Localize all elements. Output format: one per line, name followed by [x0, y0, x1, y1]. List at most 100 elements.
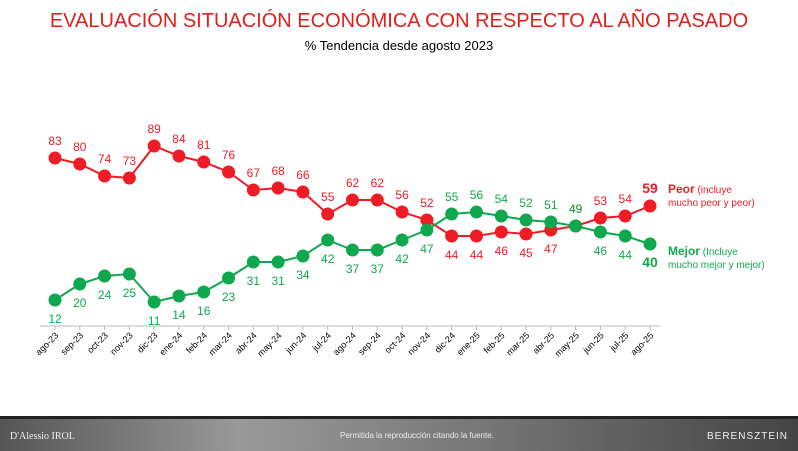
- data-point-peor: [420, 213, 434, 227]
- data-label: 47: [544, 242, 558, 256]
- data-label: 20: [73, 296, 87, 310]
- data-point-mejor: [197, 285, 211, 299]
- data-label: 42: [395, 252, 409, 266]
- data-point-mejor: [569, 219, 583, 233]
- data-point-peor: [73, 157, 87, 171]
- data-label: 83: [48, 134, 62, 148]
- data-label: 76: [222, 148, 236, 162]
- footer-note: Permitida la reproducción citando la fue…: [340, 431, 494, 440]
- x-tick-label: jun-24: [283, 330, 308, 355]
- data-point-peor: [197, 155, 211, 169]
- x-tick-label: nov-24: [406, 330, 433, 357]
- data-point-peor: [593, 211, 607, 225]
- series-line-peor: [54, 144, 651, 237]
- legend-peor-note: (incluye: [694, 185, 732, 196]
- data-point-peor: [321, 207, 335, 221]
- chart-subtitle: % Tendencia desde agosto 2023: [304, 38, 494, 53]
- data-label: 42: [321, 252, 335, 266]
- data-point-mejor: [370, 243, 384, 257]
- footer: D'Alessio IROL Permitida la reproducción…: [0, 416, 798, 451]
- data-point-mejor: [296, 249, 310, 263]
- data-point-mejor: [469, 205, 483, 219]
- x-tick-label: feb-25: [482, 330, 507, 355]
- data-label: 54: [619, 192, 633, 206]
- data-label: 53: [594, 194, 608, 208]
- data-label: 16: [197, 304, 211, 318]
- data-point-mejor: [321, 233, 335, 247]
- x-tick-label: may-24: [255, 330, 283, 358]
- data-point-peor: [48, 151, 62, 165]
- data-label: 34: [296, 268, 310, 282]
- data-point-peor: [122, 171, 136, 185]
- x-tick-label: ago-23: [34, 330, 61, 357]
- data-label: 59: [642, 180, 658, 196]
- data-point-peor: [395, 205, 409, 219]
- x-tick-label: may-25: [553, 330, 581, 358]
- x-tick-label: ene-24: [157, 330, 184, 357]
- legend-mejor-note: (Incluye: [700, 247, 738, 258]
- x-tick-label: ago-25: [629, 330, 656, 357]
- data-label: 44: [445, 248, 459, 262]
- data-label: 12: [48, 312, 62, 326]
- data-point-mejor: [544, 215, 558, 229]
- data-label: 52: [420, 196, 434, 210]
- data-point-mejor: [494, 209, 508, 223]
- data-label: 74: [98, 152, 112, 166]
- data-point-peor: [370, 193, 384, 207]
- data-point-mejor: [98, 269, 112, 283]
- series-line-mejor: [54, 210, 651, 304]
- data-label: 46: [594, 244, 608, 258]
- data-point-peor: [469, 229, 483, 243]
- data-label: 73: [123, 154, 137, 168]
- data-label: 56: [395, 188, 409, 202]
- x-tick-label: feb-24: [184, 330, 209, 355]
- data-point-peor: [271, 181, 285, 195]
- dalessio-logo: D'Alessio IROL: [10, 431, 75, 442]
- legend-mejor-label: Mejor: [668, 244, 701, 258]
- data-point-peor: [519, 227, 533, 241]
- legend-peor-label: Peor: [668, 182, 695, 196]
- data-label: 56: [470, 188, 484, 202]
- data-point-mejor: [271, 255, 285, 269]
- x-tick-label: dic-23: [135, 330, 159, 354]
- data-point-peor: [172, 149, 186, 163]
- data-label: 24: [98, 288, 112, 302]
- data-point-mejor: [519, 213, 533, 227]
- data-label: 68: [271, 164, 285, 178]
- data-point-mejor: [222, 271, 236, 285]
- data-label: 62: [371, 176, 385, 190]
- data-point-peor: [643, 199, 657, 213]
- x-tick-label: oct-23: [85, 330, 110, 355]
- data-label: 44: [619, 248, 633, 262]
- data-label: 23: [222, 290, 236, 304]
- x-tick-label: mar-24: [207, 330, 234, 357]
- data-label: 55: [321, 190, 335, 204]
- data-point-mejor: [593, 225, 607, 239]
- data-label: 44: [470, 248, 484, 262]
- data-label: 89: [147, 122, 161, 136]
- data-point-peor: [494, 225, 508, 239]
- legend-peor-note2: mucho peor y peor): [668, 198, 755, 209]
- data-label: 81: [197, 138, 211, 152]
- x-tick-label: ene-25: [455, 330, 482, 357]
- legend-mejor-note2: mucho mejor y mejor): [668, 260, 765, 271]
- data-point-mejor: [172, 289, 186, 303]
- data-point-peor: [445, 229, 459, 243]
- x-tick-label: jul-24: [310, 330, 333, 353]
- data-label: 47: [420, 242, 434, 256]
- data-label: 62: [346, 176, 360, 190]
- x-tick-label: jul-25: [607, 330, 630, 353]
- data-point-peor: [147, 139, 161, 153]
- x-tick-label: nov-23: [108, 330, 135, 357]
- data-label: 66: [296, 168, 310, 182]
- data-label: 40: [642, 254, 658, 270]
- data-point-mejor: [246, 255, 260, 269]
- x-tick-label: mar-25: [504, 330, 531, 357]
- x-tick-label: dic-24: [433, 330, 457, 354]
- legend-peor: Peor (incluye mucho peor y peor): [668, 183, 755, 210]
- x-tick-label: oct-24: [383, 330, 408, 355]
- data-label: 11: [148, 314, 161, 328]
- legend-mejor: Mejor (Incluye mucho mejor y mejor): [668, 245, 765, 272]
- data-point-peor: [296, 185, 310, 199]
